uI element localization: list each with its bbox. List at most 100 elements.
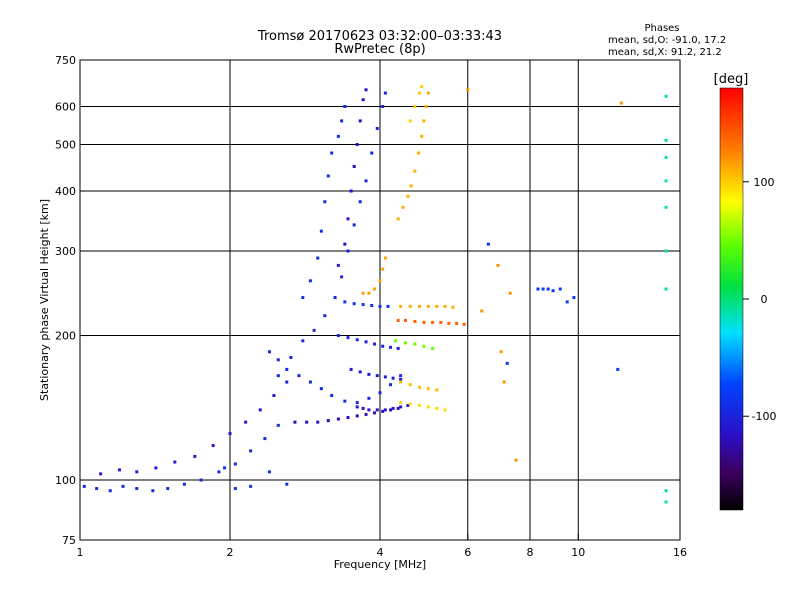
echo-point <box>403 318 407 322</box>
echo-point <box>443 408 447 412</box>
echo-point <box>355 414 359 418</box>
echo-point <box>346 217 350 221</box>
echo-point <box>447 321 451 325</box>
echo-point <box>664 249 668 253</box>
echo-point <box>316 420 320 424</box>
echo-point <box>426 91 430 95</box>
echo-point <box>373 342 377 346</box>
echo-point <box>396 318 400 322</box>
echo-point <box>664 500 668 504</box>
echo-point <box>399 401 403 405</box>
stats-line-o: mean, sd,O: -91.0, 17.2 <box>608 35 726 46</box>
echo-point <box>541 287 545 291</box>
echo-point <box>301 296 305 300</box>
echo-point <box>323 314 327 318</box>
echo-point <box>135 487 139 491</box>
y-tick-label: 750 <box>55 54 76 67</box>
echo-point <box>505 361 509 365</box>
echo-point <box>480 309 484 313</box>
echo-point <box>417 385 421 389</box>
echo-point <box>343 105 347 109</box>
echo-point <box>375 374 379 378</box>
echo-point <box>502 380 506 384</box>
echo-point <box>396 217 400 221</box>
echo-point <box>383 256 387 260</box>
echo-point <box>399 374 403 378</box>
echo-point <box>340 119 344 123</box>
echo-point <box>408 402 412 406</box>
echo-point <box>375 126 379 130</box>
echo-point <box>367 372 371 376</box>
echo-point <box>336 334 340 338</box>
colorbar-tick-label: -100 <box>752 410 777 423</box>
echo-point <box>297 374 301 378</box>
echo-point <box>330 394 334 398</box>
echo-point <box>389 345 393 349</box>
echo-point <box>346 249 350 253</box>
colorbar-tick-label: 0 <box>761 293 768 306</box>
echo-point <box>426 405 430 409</box>
echo-point <box>664 489 668 493</box>
y-tick-label: 100 <box>55 474 76 487</box>
echo-point <box>285 482 289 486</box>
x-tick-label: 2 <box>227 546 234 559</box>
echo-point <box>664 287 668 291</box>
echo-point <box>117 468 121 472</box>
echo-point <box>378 304 382 308</box>
echo-point <box>367 291 371 295</box>
echo-point <box>272 394 276 398</box>
echo-point <box>276 374 280 378</box>
echo-point <box>420 134 424 138</box>
grid-lines <box>80 60 680 540</box>
y-tick-label: 500 <box>55 139 76 152</box>
echo-point <box>364 412 368 416</box>
echo-point <box>408 119 412 123</box>
stats-heading: Phases <box>644 23 679 34</box>
echo-point <box>343 399 347 403</box>
y-tick-label: 75 <box>62 534 76 547</box>
x-axis-label: Frequency [MHz] <box>334 558 426 571</box>
echo-point <box>486 242 490 246</box>
echo-point <box>323 200 327 204</box>
echo-point <box>301 339 305 343</box>
echo-point <box>422 119 426 123</box>
y-tick-label: 300 <box>55 245 76 258</box>
y-axis-ticks: 75 100 200 300 400 500 600 750 <box>55 54 86 547</box>
echo-point <box>121 484 125 488</box>
echo-point <box>420 85 424 89</box>
echo-point <box>435 304 439 308</box>
echo-point <box>319 229 323 233</box>
echo-point <box>435 406 439 410</box>
echo-point <box>378 279 382 283</box>
echo-point <box>228 432 232 436</box>
echo-point <box>422 344 426 348</box>
echo-point <box>364 179 368 183</box>
echo-point <box>276 358 280 362</box>
data-points <box>82 85 668 504</box>
y-axis-label: Stationary phase Virtual Height [km] <box>38 199 51 401</box>
echo-point <box>355 405 359 409</box>
echo-point <box>135 470 139 474</box>
echo-point <box>343 242 347 246</box>
echo-point <box>375 408 379 412</box>
echo-point <box>514 458 518 462</box>
echo-point <box>383 408 387 412</box>
echo-point <box>336 263 340 267</box>
echo-point <box>151 489 155 493</box>
echo-point <box>182 482 186 486</box>
echo-point <box>340 275 344 279</box>
echo-point <box>386 304 390 308</box>
echo-point <box>370 303 374 307</box>
x-tick-label: 4 <box>377 546 384 559</box>
echo-point <box>391 376 395 380</box>
echo-point <box>108 489 112 493</box>
echo-point <box>193 454 197 458</box>
echo-point <box>352 302 356 306</box>
echo-point <box>413 105 417 109</box>
echo-point <box>370 151 374 155</box>
echo-point <box>417 151 421 155</box>
echo-point <box>349 367 353 371</box>
echo-point <box>499 350 503 354</box>
echo-point <box>364 340 368 344</box>
echo-point <box>401 205 405 209</box>
